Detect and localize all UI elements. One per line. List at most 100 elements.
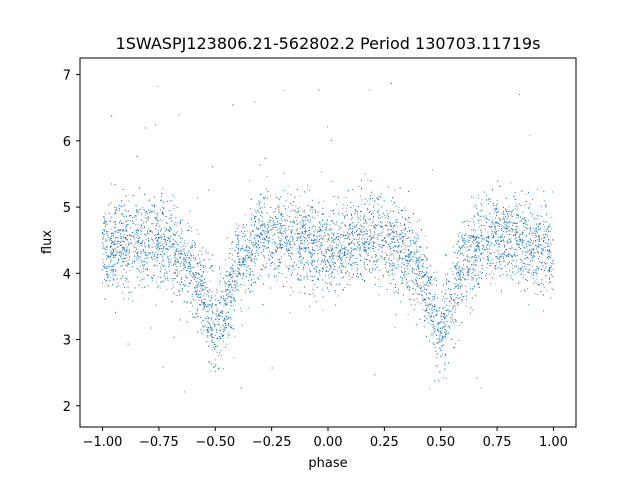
data-point [467,266,469,268]
data-point [264,238,266,240]
data-point [369,89,371,91]
data-point [157,247,159,249]
data-point [203,265,205,267]
data-point [269,220,271,222]
data-point [158,285,160,287]
data-point [479,211,481,212]
data-point [349,257,351,259]
data-point [299,244,300,246]
data-point [409,260,411,262]
data-point [384,214,386,216]
data-point [301,262,303,264]
data-point [543,310,544,312]
data-point [171,265,173,267]
data-point [333,268,334,270]
data-point [329,250,331,252]
data-point [250,207,251,209]
data-point [257,209,258,211]
data-point [528,243,530,245]
data-point [473,239,475,241]
data-point [228,275,230,277]
data-point [157,85,159,87]
data-point [368,260,370,261]
data-point [243,262,245,264]
data-point [372,219,374,221]
data-point [135,240,137,242]
data-point [523,230,525,231]
data-point [122,292,124,294]
data-point [533,248,535,250]
data-point [415,257,417,259]
data-point [157,215,159,217]
data-point [415,278,417,280]
data-point [506,223,508,225]
data-point [416,285,418,287]
data-point [512,229,514,230]
data-point [506,233,508,235]
data-point [247,238,249,240]
data-point [516,231,518,233]
data-point [401,230,403,232]
data-point [508,206,510,208]
data-point [506,225,508,227]
data-point [314,242,316,243]
data-point [216,331,218,333]
data-point [223,330,225,332]
data-point [250,233,252,235]
data-point [519,203,521,205]
data-point [517,214,519,216]
data-point [410,304,412,306]
data-point [510,241,512,243]
data-point [351,233,353,235]
data-point [466,272,468,274]
data-point [383,237,385,239]
data-point [263,223,265,225]
data-point [229,248,231,250]
data-point [366,207,368,209]
data-point [322,229,324,231]
data-point [144,258,146,260]
data-point [289,238,291,240]
data-point [188,283,190,285]
data-point [254,101,256,103]
data-point [468,240,470,242]
data-point [271,261,273,263]
data-point [446,320,448,322]
data-point [333,241,335,243]
data-point [516,249,518,251]
data-point [467,278,469,280]
data-point [500,212,502,214]
data-point [396,258,398,260]
data-point [348,244,350,246]
data-point [463,296,465,298]
data-point [431,307,433,309]
data-point [494,228,496,230]
data-point [197,233,199,235]
data-point [515,234,516,236]
data-point [389,254,391,256]
data-point [157,241,159,243]
data-point [381,216,383,218]
data-point [314,229,316,231]
data-point [234,261,236,263]
data-point [110,252,112,254]
data-point [493,251,495,253]
data-point [126,250,128,252]
data-point [161,238,162,240]
data-point [440,335,442,337]
data-point [254,221,256,223]
data-point [501,224,503,226]
data-point [205,265,206,267]
data-point [290,247,292,249]
data-point [397,221,399,223]
data-point [445,283,447,285]
data-point [512,267,514,269]
data-point [190,274,192,276]
data-point [464,258,466,260]
data-point [454,306,456,308]
data-point [259,238,261,240]
data-point [467,270,469,272]
data-point [532,256,534,258]
data-point [312,211,314,213]
data-point [340,272,342,273]
